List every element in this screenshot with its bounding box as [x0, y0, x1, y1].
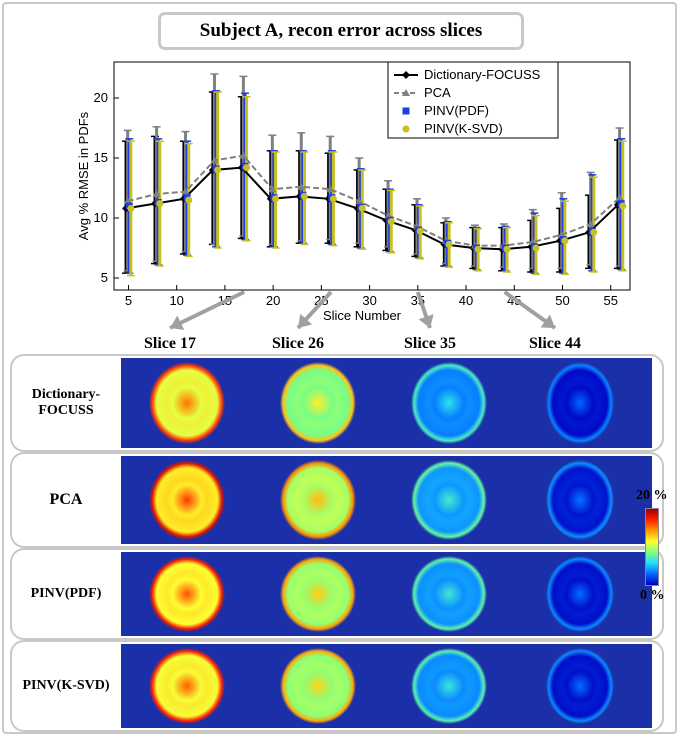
data-point — [152, 190, 161, 197]
legend-marker — [402, 71, 410, 79]
row-label-pinv-ksvd: PINV(K-SVD) — [22, 678, 110, 693]
brain-map — [254, 644, 382, 728]
brain-map — [123, 456, 251, 544]
x-tick-label: 20 — [266, 293, 280, 308]
slice-arrowhead — [540, 314, 555, 328]
brain-map — [516, 456, 644, 544]
data-point — [586, 220, 595, 227]
image-strip-pinv-ksvd — [121, 644, 652, 728]
x-axis-label: Slice Number — [323, 308, 402, 323]
data-point — [561, 237, 569, 245]
data-point — [355, 197, 364, 205]
data-point — [474, 245, 482, 253]
brain-map — [516, 644, 644, 728]
brain-map — [385, 358, 513, 448]
brain-map — [254, 358, 382, 448]
column-label-slice-44: Slice 44 — [529, 335, 581, 352]
row-frame-pinv-ksvd — [10, 640, 664, 732]
data-point — [387, 218, 395, 226]
data-point — [445, 240, 453, 248]
x-tick-label: 10 — [169, 293, 183, 308]
x-tick-label: 30 — [362, 293, 376, 308]
data-point — [272, 195, 280, 203]
slice-arrowhead — [418, 314, 434, 328]
x-tick-label: 55 — [603, 293, 617, 308]
image-strip-dictionary-focuss — [121, 358, 652, 448]
slice-arrowhead — [298, 313, 313, 328]
data-point — [123, 197, 132, 205]
row-label-dictionary-focuss: Dictionary-FOCUSS — [31, 387, 101, 418]
data-point — [326, 185, 335, 193]
line-chart: 5101520253035404550555101520Slice Number… — [76, 61, 631, 330]
y-tick-label: 20 — [94, 90, 108, 105]
colorbar-min-label: 0 % — [640, 588, 665, 603]
data-point — [416, 227, 424, 235]
data-point — [532, 244, 540, 252]
row-label-pinv-pdf: PINV(PDF) — [30, 586, 102, 601]
column-label-slice-17: Slice 17 — [144, 335, 196, 352]
brain-map — [516, 358, 644, 448]
column-label-slice-35: Slice 35 — [404, 335, 456, 352]
chart-title: Subject A, recon error across slices — [158, 12, 524, 50]
data-point — [557, 230, 566, 238]
brain-map — [385, 456, 513, 544]
brain-map — [254, 552, 382, 636]
plot-area: 5101520253035404550555101520Slice Number… — [76, 61, 631, 330]
data-point — [127, 204, 135, 212]
brain-map — [254, 456, 382, 544]
column-label-slice-26: Slice 26 — [272, 335, 324, 352]
legend-marker — [402, 107, 410, 115]
brain-map — [123, 552, 251, 636]
colorbar — [645, 508, 659, 586]
image-strip-pca — [121, 456, 652, 544]
y-tick-label: 15 — [94, 150, 108, 165]
row-frame-dictionary-focuss — [10, 354, 664, 452]
image-strip-pinv-pdf — [121, 552, 652, 636]
data-point — [210, 156, 219, 164]
data-point — [503, 245, 511, 253]
data-point — [384, 211, 393, 219]
row-frame-pca — [10, 452, 664, 548]
data-point — [239, 151, 248, 159]
series-line — [127, 154, 621, 247]
brain-map — [385, 552, 513, 636]
data-point — [300, 192, 308, 200]
legend-label: PINV(K-SVD) — [424, 121, 503, 136]
row-frame-pinv-pdf — [10, 548, 664, 640]
data-point — [329, 195, 337, 203]
data-point — [181, 187, 190, 195]
legend-label: PINV(PDF) — [424, 103, 489, 118]
data-point — [214, 166, 222, 174]
data-point — [156, 200, 164, 208]
brain-map — [385, 644, 513, 728]
legend-label: Dictionary-FOCUSS — [424, 67, 541, 82]
brain-map — [123, 644, 251, 728]
plot-frame — [113, 61, 631, 291]
legend-label: PCA — [424, 85, 451, 100]
legend-marker — [402, 89, 410, 96]
brain-map — [123, 358, 251, 448]
brain-map — [516, 552, 644, 636]
data-point — [185, 196, 193, 204]
row-label-pca: PCA — [49, 491, 83, 508]
data-point — [528, 238, 537, 245]
x-tick-label: 40 — [459, 293, 473, 308]
data-point — [268, 185, 277, 193]
y-tick-label: 10 — [94, 210, 108, 225]
slice-arrow — [169, 290, 246, 330]
data-point — [243, 164, 251, 172]
x-tick-label: 50 — [555, 293, 569, 308]
slice-arrowhead — [170, 315, 185, 330]
colorbar-max-label: 20 % — [636, 488, 668, 503]
legend-marker — [402, 125, 410, 133]
y-tick-label: 5 — [101, 270, 108, 285]
data-point — [590, 228, 598, 236]
data-point — [619, 202, 627, 210]
data-point — [358, 204, 366, 212]
x-tick-label: 5 — [125, 293, 132, 308]
data-point — [297, 182, 306, 190]
y-axis-label: Avg % RMSE in PDFs — [76, 111, 91, 240]
data-point — [615, 193, 624, 201]
